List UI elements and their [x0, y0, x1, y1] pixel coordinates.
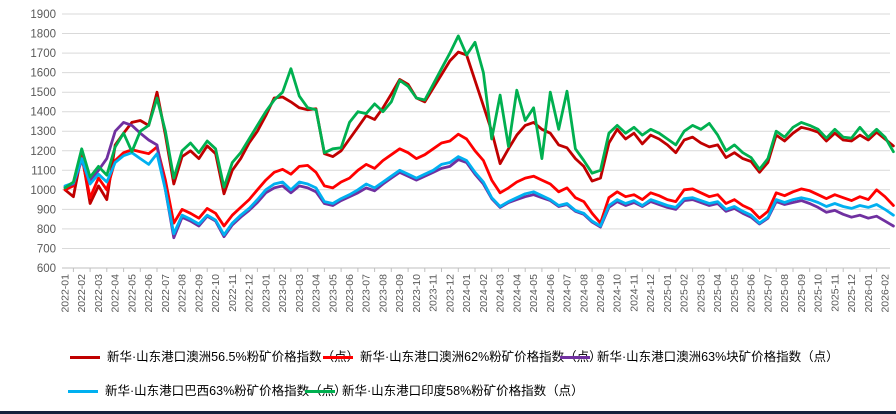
series-line-3 — [63, 151, 895, 237]
x-axis-label: 2025-07 — [762, 274, 774, 313]
x-axis-label: 2022-05 — [126, 274, 138, 313]
chart-plot-area: 600 700 800 900 1000 1100 1200 1300 1400 1500 1600… — [30, 9, 895, 313]
x-axis-label: 2025-12 — [846, 274, 858, 313]
legend-label: 新华·山东港口印度58%粉矿价格指数（点） — [342, 384, 584, 398]
y-axis-label: 1300 — [30, 126, 56, 138]
legend-line-swatch — [560, 355, 590, 359]
legend-line-swatch — [323, 355, 353, 359]
x-axis-label: 2026-02 — [880, 274, 892, 313]
bottom-border-bar — [0, 411, 896, 414]
series-line-2 — [63, 121, 895, 240]
legend-item-4: 新华·山东港口印度58%粉矿价格指数（点） — [305, 384, 584, 398]
x-axis-label: 2023-06 — [344, 274, 356, 313]
legend-line-swatch — [70, 355, 100, 359]
x-axis-label: 2024-11 — [629, 274, 641, 312]
legend-item-1: 新华·山东港口澳洲62%粉矿价格指数（点） — [323, 350, 602, 364]
x-axis-label: 2025-08 — [779, 274, 791, 313]
x-axis-label: 2025-03 — [695, 274, 707, 313]
x-axis-label: 2023-03 — [294, 274, 306, 313]
y-axis-label: 1200 — [30, 146, 56, 158]
y-axis-label: 900 — [37, 204, 56, 216]
x-axis-label: 2022-01 — [60, 274, 72, 313]
x-axis-label: 2025-09 — [796, 274, 808, 313]
x-axis-label: 2024-12 — [645, 274, 657, 313]
x-axis-label: 2022-08 — [177, 274, 189, 313]
x-axis-label: 2025-05 — [729, 274, 741, 313]
x-axis-label: 2022-03 — [93, 274, 105, 313]
x-axis-label: 2024-03 — [495, 274, 507, 313]
series-line-4 — [63, 34, 895, 190]
y-axis-label: 1700 — [30, 48, 56, 60]
x-axis-label: 2022-09 — [193, 274, 205, 313]
x-axis-label: 2022-07 — [160, 274, 172, 313]
x-axis-label: 2022-12 — [244, 274, 256, 313]
y-axis-label: 1100 — [31, 165, 56, 177]
x-axis-label: 2024-09 — [595, 274, 607, 313]
x-axis-label: 2024-08 — [578, 274, 590, 313]
x-axis-label: 2025-11 — [829, 274, 841, 312]
x-axis-label: 2025-10 — [813, 274, 825, 313]
x-axis-label: 2022-06 — [143, 274, 155, 313]
x-axis-label: 2022-10 — [210, 274, 222, 313]
x-axis-label: 2025-02 — [679, 274, 691, 313]
x-axis-label: 2023-05 — [327, 274, 339, 313]
y-axis-label: 1500 — [30, 87, 56, 99]
x-axis-label: 2023-08 — [378, 274, 390, 313]
y-axis-label: 1400 — [30, 107, 56, 119]
x-axis-label: 2022-04 — [110, 274, 122, 313]
legend-item-0: 新华·山东港口澳洲56.5%粉矿价格指数（点） — [70, 350, 359, 364]
x-axis-label: 2025-06 — [746, 274, 758, 313]
legend-item-3: 新华·山东港口巴西63%粉矿价格指数（点） — [68, 384, 347, 398]
x-axis-label: 2022-02 — [76, 274, 88, 313]
x-axis-label: 2023-07 — [361, 274, 373, 313]
x-axis-label: 2023-02 — [277, 274, 289, 313]
x-axis-label: 2026-01 — [863, 274, 875, 313]
x-axis-label: 2024-06 — [545, 274, 557, 313]
legend-label: 新华·山东港口澳洲62%粉矿价格指数（点） — [360, 350, 602, 364]
y-axis-label: 1900 — [30, 9, 56, 21]
y-axis-label: 1600 — [30, 68, 56, 80]
x-axis-label: 2024-02 — [478, 274, 490, 313]
legend-item-2: 新华·山东港口澳洲63%块矿价格指数（点） — [560, 350, 839, 364]
x-axis-label: 2024-10 — [612, 274, 624, 313]
y-axis-label: 800 — [37, 224, 56, 236]
legend-line-swatch — [68, 389, 98, 393]
y-axis-label: 1000 — [30, 185, 56, 197]
y-axis-label: 600 — [37, 263, 56, 275]
legend-line-swatch — [305, 389, 335, 393]
x-axis-label: 2024-05 — [528, 274, 540, 313]
x-axis-label: 2022-11 — [227, 274, 239, 312]
legend-label: 新华·山东港口澳洲63%块矿价格指数（点） — [597, 350, 839, 364]
x-axis-label: 2024-04 — [511, 274, 523, 313]
x-axis-label: 2023-10 — [411, 274, 423, 313]
legend-label: 新华·山东港口巴西63%粉矿价格指数（点） — [105, 384, 347, 398]
x-axis-label: 2023-11 — [428, 274, 440, 312]
legend-label: 新华·山东港口澳洲56.5%粉矿价格指数（点） — [107, 350, 360, 364]
x-axis-label: 2025-01 — [662, 274, 674, 313]
series-line-1 — [63, 132, 895, 228]
x-axis-label: 2023-09 — [394, 274, 406, 313]
y-axis-label: 1800 — [30, 29, 56, 41]
x-axis-label: 2023-04 — [311, 274, 323, 313]
x-axis-label: 2023-01 — [260, 274, 272, 313]
y-axis-label: 700 — [37, 244, 56, 256]
x-axis-label: 2025-04 — [712, 274, 724, 313]
x-axis-label: 2023-12 — [444, 274, 456, 313]
x-axis-label: 2024-01 — [461, 274, 473, 313]
x-axis-label: 2024-07 — [562, 274, 574, 313]
series-line-0 — [63, 50, 895, 205]
